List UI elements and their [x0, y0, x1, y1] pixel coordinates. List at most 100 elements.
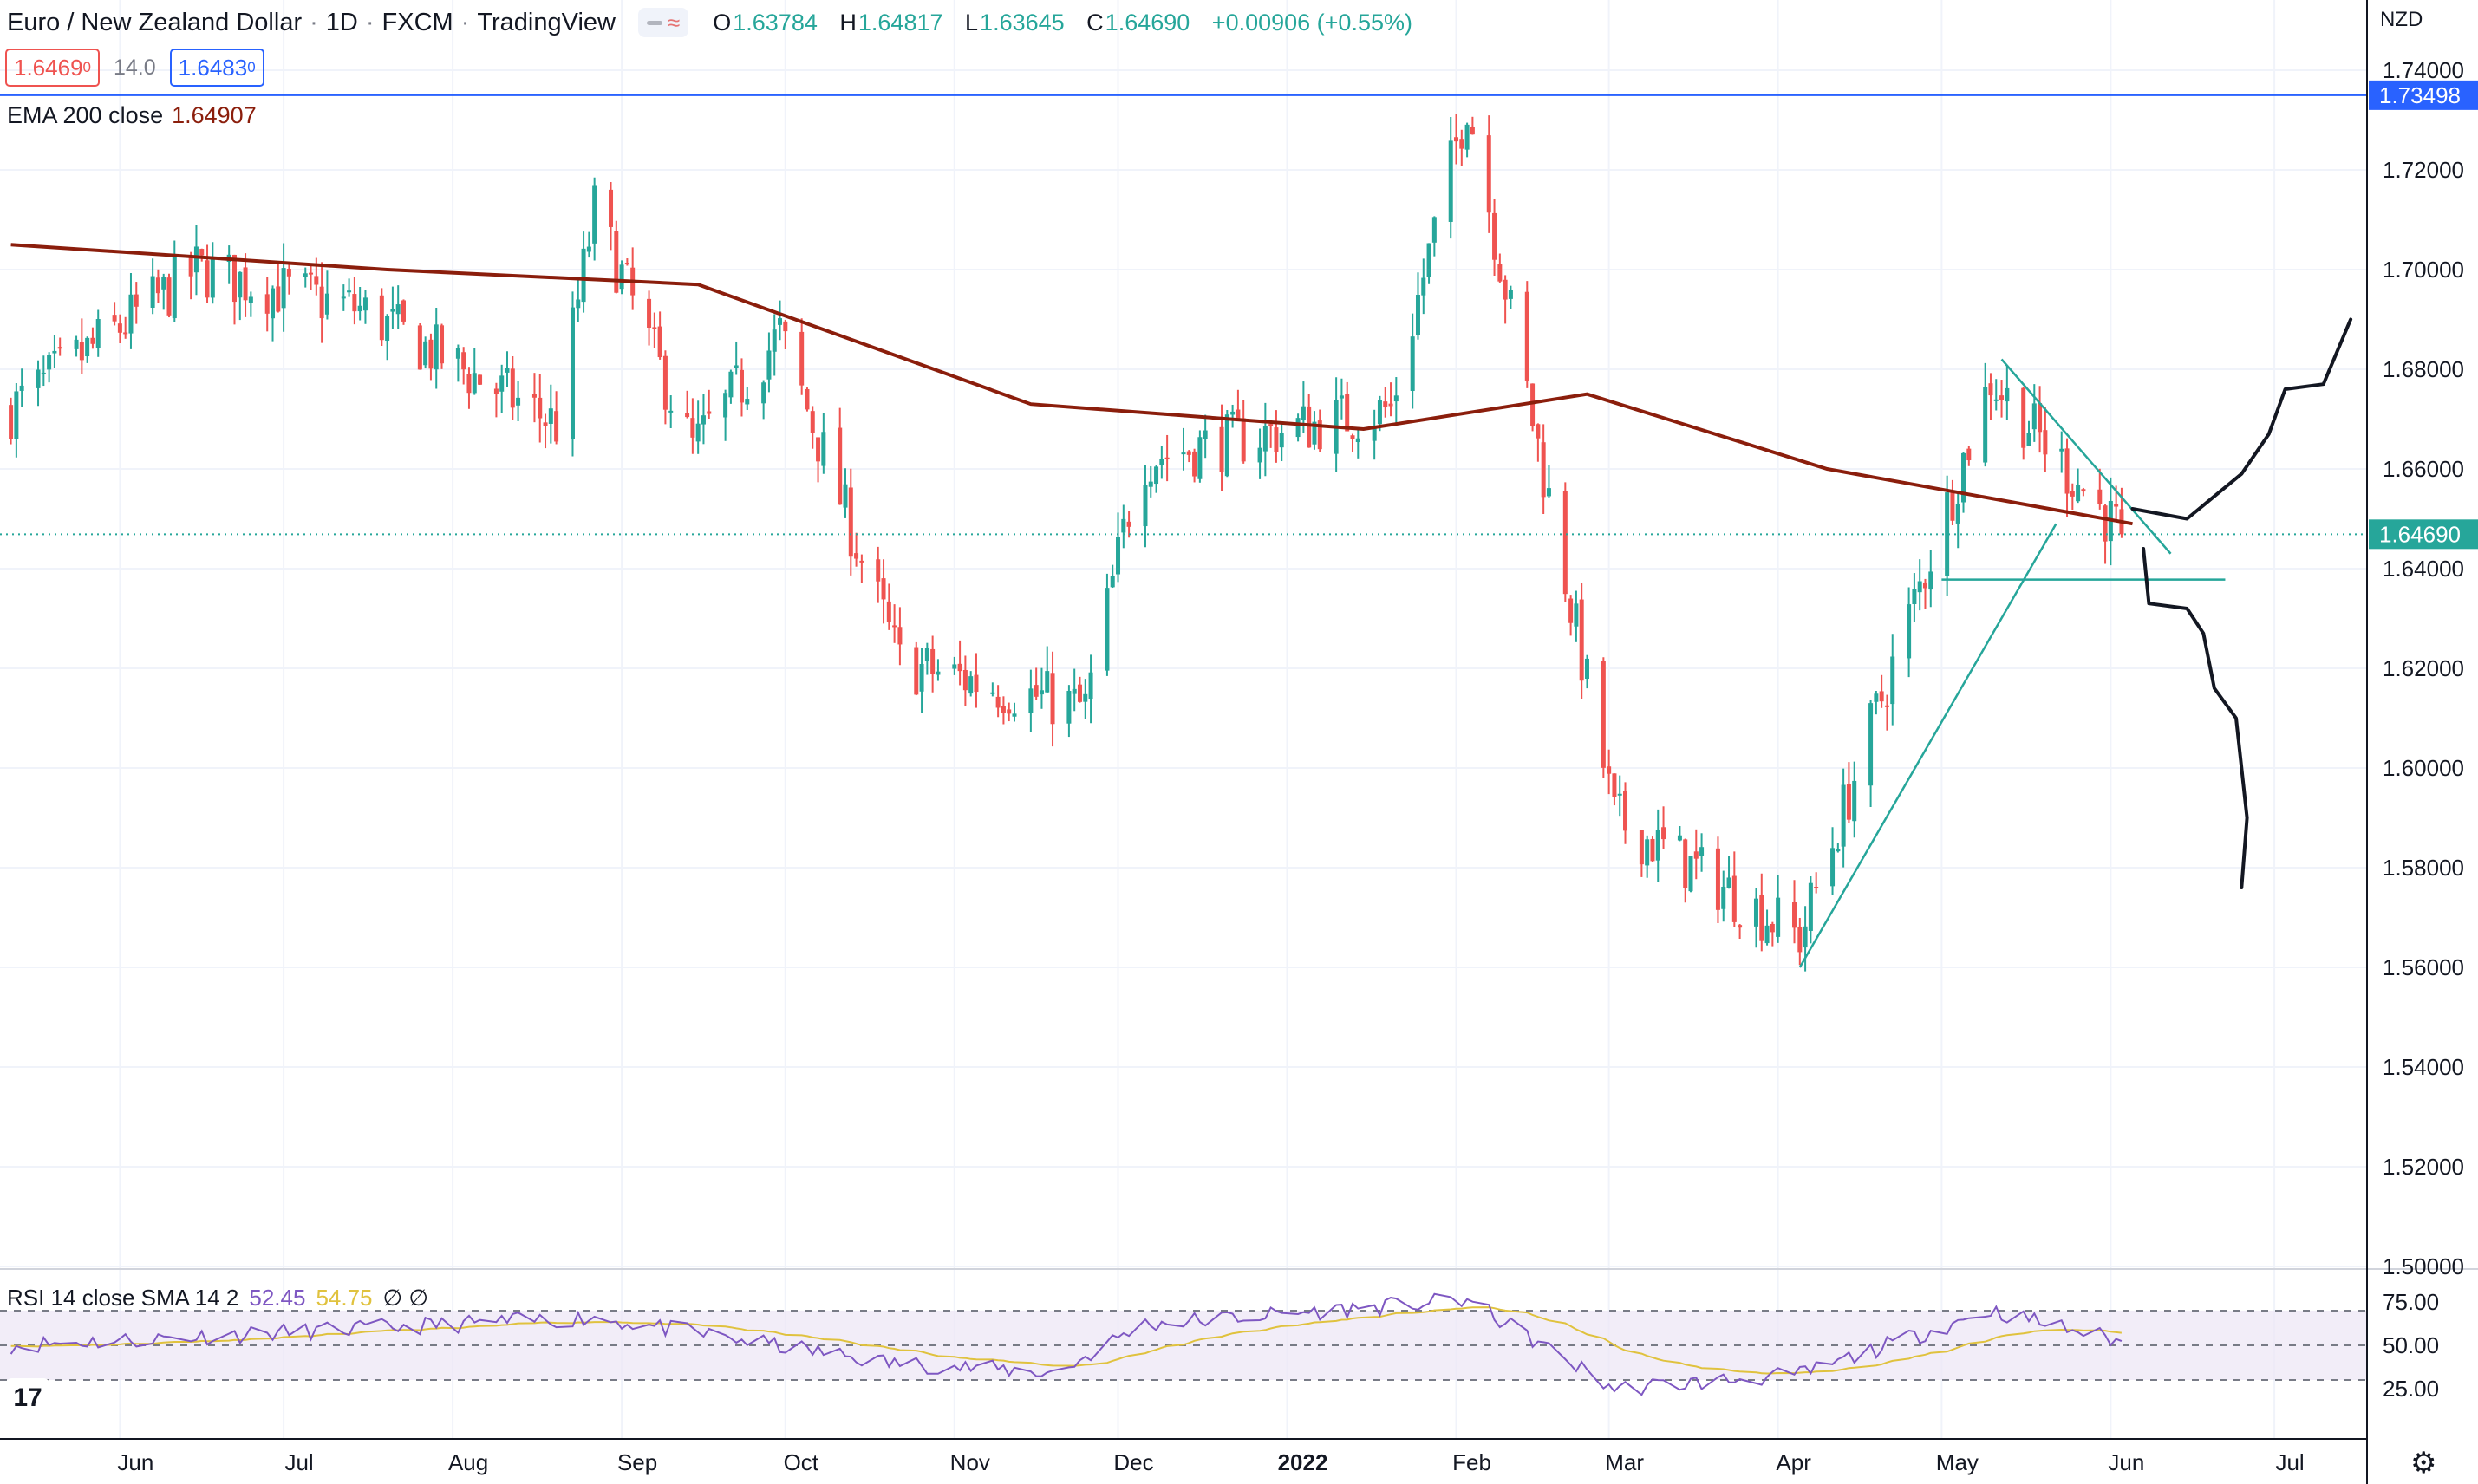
candle-body [516, 397, 521, 406]
candle-body [1884, 705, 1889, 707]
candle-body [52, 350, 57, 354]
candle-body [728, 371, 734, 398]
price-tick-label: 1.56000 [2383, 954, 2464, 980]
candle-body [505, 368, 510, 373]
candle-body [303, 273, 308, 277]
candle-body [1028, 688, 1034, 713]
candle-body [1836, 849, 1841, 852]
candle-body [1612, 773, 1617, 797]
candle-body [1645, 839, 1650, 866]
candle-body [554, 411, 559, 442]
candle-body [1431, 217, 1437, 243]
candle-body [2038, 402, 2043, 433]
trade-buttons: 1.6469 0 14.0 1.6483 0 [5, 49, 264, 87]
spread-value: 14.0 [114, 55, 156, 80]
trendline [1798, 523, 2057, 968]
candle-body [1388, 403, 1393, 407]
close-value: 1.64690 [1105, 9, 1190, 36]
rsi-tick-label: 25.00 [2383, 1376, 2439, 1402]
candle-body [1421, 277, 1426, 296]
candle-body [1105, 588, 1110, 671]
candle-body [1045, 671, 1050, 693]
candle-body [1039, 690, 1044, 695]
price-tick-label: 1.52000 [2383, 1154, 2464, 1180]
candle-body [1377, 400, 1382, 425]
candle-body [1415, 295, 1420, 335]
price-tick-label: 1.54000 [2383, 1054, 2464, 1080]
price-tick-label: 1.74000 [2383, 57, 2464, 83]
candle-body [238, 271, 243, 298]
tradingview-logo-icon[interactable]: 17 [5, 1378, 50, 1418]
price-tick-label: 1.64000 [2383, 556, 2464, 582]
candle-body [117, 323, 122, 333]
candle-body [134, 294, 139, 307]
candle-body [1907, 604, 1912, 659]
candle-body [493, 388, 499, 394]
candle-body [843, 484, 848, 508]
candle-body [1034, 685, 1039, 697]
candle-body [543, 422, 548, 426]
candle-body [772, 329, 777, 352]
candle-body [1607, 766, 1612, 774]
candle-body [1464, 124, 1470, 150]
candle-body [1541, 442, 1546, 498]
rsi-legend[interactable]: RSI 14 close SMA 14 2 52.45 54.75 ∅ ∅ [7, 1285, 428, 1312]
time-tick-label: Aug [448, 1449, 488, 1475]
chart-style-toggle[interactable]: ≈ [637, 8, 689, 37]
candle-body [193, 246, 199, 273]
candle-body [576, 299, 581, 309]
rsi-flags: ∅ ∅ [382, 1285, 429, 1311]
sell-button[interactable]: 1.6469 0 [5, 49, 100, 87]
candle-body [859, 560, 864, 563]
candle-body [1699, 847, 1705, 856]
interval-label[interactable]: 1D [325, 8, 358, 36]
candle-body [1164, 457, 1170, 459]
buy-button[interactable]: 1.6483 0 [169, 49, 264, 87]
candle-body [1988, 383, 1993, 396]
candle-body [778, 318, 783, 325]
candle-body [1683, 839, 1688, 888]
candle-body [1508, 290, 1513, 299]
candle-body [1852, 780, 1857, 822]
time-tick-label: Feb [1452, 1449, 1491, 1475]
candle-body [624, 263, 629, 265]
gear-icon[interactable]: ⚙ [2410, 1447, 2437, 1480]
ema-legend[interactable]: EMA 200 close 1.64907 [7, 102, 257, 129]
candle-body [1339, 395, 1344, 399]
candle-body [1393, 395, 1399, 402]
candle-body [1955, 503, 1960, 524]
candle-body [271, 288, 276, 319]
candle-body [1797, 927, 1803, 953]
candle-body [281, 268, 286, 309]
candle-body [685, 413, 690, 418]
candle-body [510, 368, 515, 408]
candle-body [2076, 485, 2081, 502]
candle-body [538, 397, 543, 419]
symbol-name[interactable]: Euro / New Zealand Dollar [7, 8, 303, 36]
time-tick-label: May [1936, 1449, 1979, 1475]
rsi-tick-label: 50.00 [2383, 1332, 2439, 1358]
candle-body [1083, 693, 1088, 702]
candle-body [2059, 448, 2064, 452]
candle-body [1617, 793, 1622, 796]
candle-body [1454, 137, 1459, 142]
candle-body [1650, 838, 1655, 862]
candle-body [1066, 691, 1072, 724]
price-tick-label: 1.72000 [2383, 157, 2464, 183]
price-tick-label: 1.70000 [2383, 257, 2464, 283]
candle-body [968, 676, 974, 694]
candle-body [647, 298, 652, 329]
price-tick-label: 1.58000 [2383, 855, 2464, 881]
candle-body [1126, 521, 1131, 527]
hline-price-label: 1.73498 [2379, 82, 2461, 108]
candle-body [1536, 424, 1541, 439]
candle-body [309, 272, 314, 275]
candle-body [1928, 571, 1933, 590]
candle-body [848, 487, 853, 557]
candle-body [1912, 589, 1917, 604]
candle-body [1448, 140, 1453, 222]
candle-body [609, 189, 614, 227]
candle-body [1148, 481, 1153, 487]
candle-body [1301, 406, 1306, 420]
